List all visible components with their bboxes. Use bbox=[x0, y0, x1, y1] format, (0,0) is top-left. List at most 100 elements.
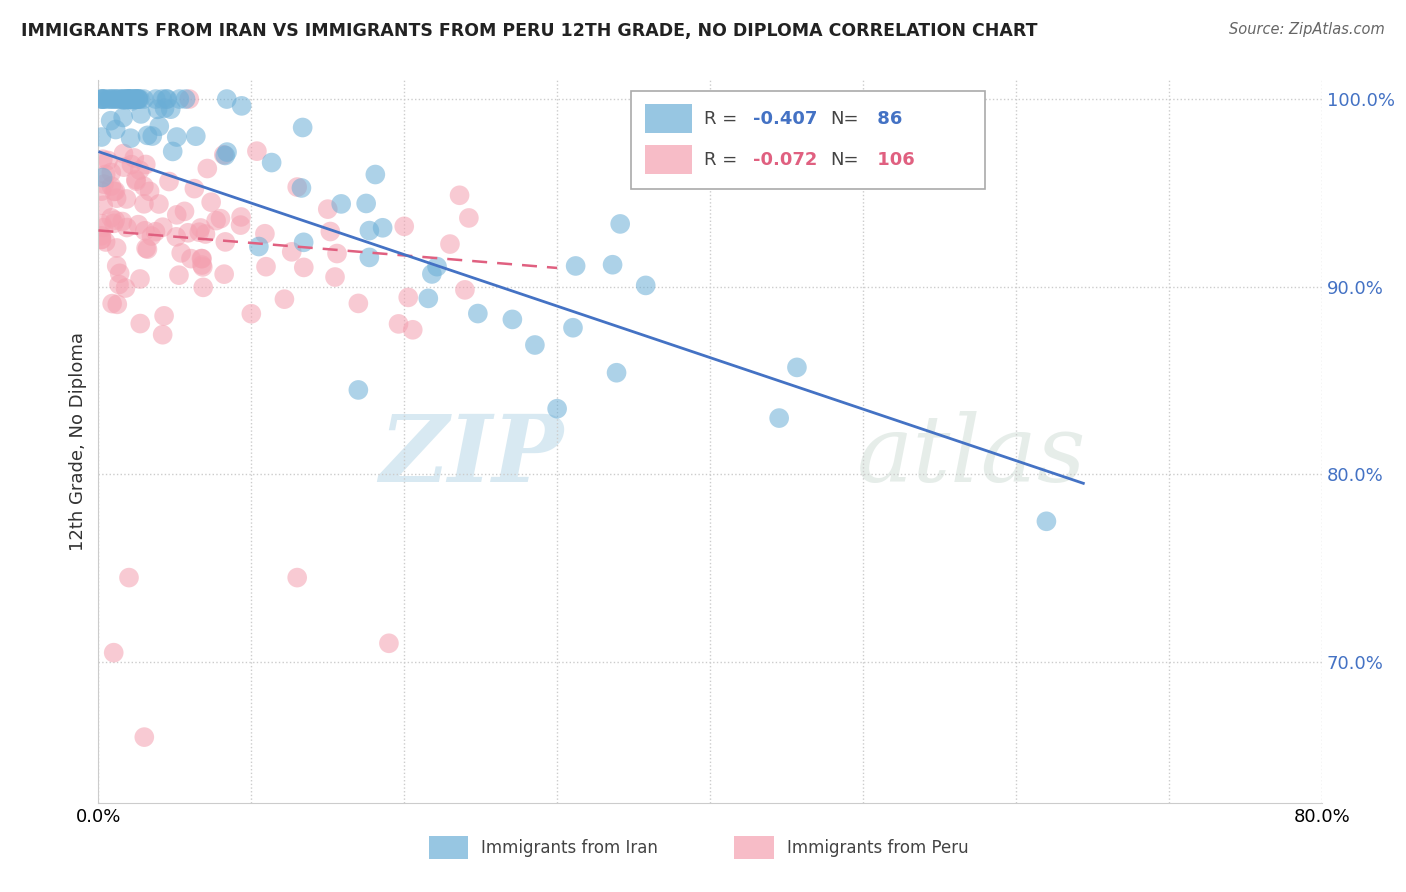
Immigrants from Iran bbox=[101, 92, 124, 106]
Immigrants from Peru bbox=[108, 277, 131, 292]
Immigrants from Iran bbox=[104, 122, 127, 136]
Immigrants from Peru bbox=[191, 258, 214, 272]
Immigrants from Peru bbox=[457, 211, 479, 225]
Immigrants from Peru bbox=[166, 208, 188, 222]
Immigrants from Peru bbox=[165, 229, 187, 244]
Immigrants from Peru bbox=[124, 151, 146, 165]
Immigrants from Peru bbox=[167, 268, 190, 282]
Immigrants from Iran bbox=[159, 102, 181, 116]
Immigrants from Peru bbox=[439, 237, 461, 252]
Immigrants from Iran bbox=[127, 92, 149, 106]
Immigrants from Peru bbox=[114, 281, 136, 295]
Immigrants from Peru bbox=[180, 252, 202, 266]
Immigrants from Peru bbox=[212, 148, 235, 162]
Text: 106: 106 bbox=[872, 151, 915, 169]
Text: N=: N= bbox=[830, 151, 859, 169]
Immigrants from Peru bbox=[191, 252, 214, 266]
Immigrants from Peru bbox=[108, 266, 131, 280]
Immigrants from Iran bbox=[768, 411, 790, 425]
Immigrants from Peru bbox=[392, 219, 416, 234]
Immigrants from Peru bbox=[378, 636, 401, 650]
Text: -0.072: -0.072 bbox=[752, 151, 817, 169]
Immigrants from Peru bbox=[246, 144, 269, 158]
Immigrants from Iran bbox=[291, 120, 314, 135]
Immigrants from Iran bbox=[145, 92, 167, 106]
Immigrants from Iran bbox=[371, 220, 394, 235]
Immigrants from Iran bbox=[122, 92, 145, 106]
Immigrants from Iran bbox=[359, 251, 381, 265]
Immigrants from Iran bbox=[91, 92, 114, 106]
Immigrants from Peru bbox=[101, 296, 124, 310]
Immigrants from Iran bbox=[112, 93, 135, 107]
Immigrants from Peru bbox=[135, 157, 157, 171]
Immigrants from Iran bbox=[786, 360, 808, 375]
Immigrants from Iran bbox=[118, 92, 141, 106]
Immigrants from Iran bbox=[100, 92, 122, 106]
Immigrants from Peru bbox=[200, 195, 222, 210]
Immigrants from Iran bbox=[260, 155, 283, 169]
Immigrants from Peru bbox=[254, 260, 277, 274]
Immigrants from Iran bbox=[214, 148, 236, 162]
Immigrants from Peru bbox=[125, 172, 148, 186]
Immigrants from Iran bbox=[124, 92, 146, 106]
Immigrants from Peru bbox=[128, 163, 150, 178]
Immigrants from Peru bbox=[188, 225, 211, 239]
Immigrants from Iran bbox=[562, 320, 585, 334]
Immigrants from Iran bbox=[1035, 514, 1057, 528]
Immigrants from Iran bbox=[602, 258, 624, 272]
Immigrants from Peru bbox=[112, 160, 135, 174]
Immigrants from Peru bbox=[193, 280, 215, 294]
Immigrants from Iran bbox=[153, 101, 176, 115]
Immigrants from Peru bbox=[90, 232, 112, 246]
Immigrants from Iran bbox=[354, 196, 377, 211]
Immigrants from Peru bbox=[326, 246, 349, 260]
Text: -0.407: -0.407 bbox=[752, 110, 817, 128]
Immigrants from Peru bbox=[280, 244, 302, 259]
Immigrants from Iran bbox=[215, 92, 238, 106]
Immigrants from Peru bbox=[396, 290, 419, 304]
Immigrants from Iran bbox=[609, 217, 631, 231]
Bar bbox=[429, 836, 468, 859]
Immigrants from Peru bbox=[454, 283, 477, 297]
Immigrants from Iran bbox=[162, 145, 184, 159]
Immigrants from Peru bbox=[93, 220, 115, 235]
Immigrants from Peru bbox=[319, 225, 342, 239]
Immigrants from Peru bbox=[91, 198, 114, 212]
Immigrants from Peru bbox=[94, 235, 117, 249]
Immigrants from Peru bbox=[214, 235, 236, 249]
Immigrants from Peru bbox=[136, 242, 159, 256]
Immigrants from Peru bbox=[105, 241, 128, 255]
Immigrants from Peru bbox=[253, 227, 276, 241]
Immigrants from Peru bbox=[129, 272, 152, 286]
Immigrants from Peru bbox=[402, 323, 425, 337]
Immigrants from Peru bbox=[115, 192, 138, 206]
Immigrants from Peru bbox=[240, 307, 263, 321]
Immigrants from Iran bbox=[112, 92, 135, 106]
Immigrants from Iran bbox=[124, 92, 146, 106]
Immigrants from Peru bbox=[152, 327, 174, 342]
Immigrants from Iran bbox=[136, 128, 159, 143]
Immigrants from Iran bbox=[166, 130, 188, 145]
Immigrants from Iran bbox=[117, 92, 139, 106]
Immigrants from Iran bbox=[129, 107, 152, 121]
Immigrants from Peru bbox=[195, 161, 218, 176]
Immigrants from Iran bbox=[426, 260, 449, 274]
Bar bbox=[645, 145, 692, 174]
Immigrants from Peru bbox=[90, 228, 112, 243]
Immigrants from Iran bbox=[100, 113, 122, 128]
Immigrants from Iran bbox=[128, 92, 150, 106]
Immigrants from Peru bbox=[111, 214, 134, 228]
Immigrants from Peru bbox=[229, 210, 252, 224]
Immigrants from Iran bbox=[132, 92, 155, 106]
Immigrants from Peru bbox=[91, 153, 114, 167]
Immigrants from Peru bbox=[93, 177, 115, 191]
Immigrants from Iran bbox=[127, 92, 149, 106]
Immigrants from Peru bbox=[157, 174, 180, 188]
Immigrants from Peru bbox=[323, 270, 346, 285]
Immigrants from Iran bbox=[117, 92, 139, 106]
Immigrants from Peru bbox=[132, 179, 155, 194]
Immigrants from Peru bbox=[141, 229, 163, 244]
Immigrants from Peru bbox=[115, 220, 138, 235]
Immigrants from Iran bbox=[141, 129, 163, 144]
Immigrants from Peru bbox=[112, 146, 135, 161]
